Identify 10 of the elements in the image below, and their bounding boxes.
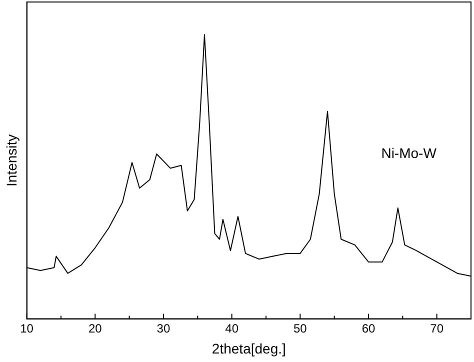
x-tick-label: 30 — [156, 321, 170, 336]
x-tick-label: 50 — [293, 321, 308, 336]
x-tick-label: 40 — [225, 321, 239, 336]
x-tick-label: 10 — [20, 321, 34, 336]
y-axis-title: Intensity — [3, 134, 20, 186]
annotation: Ni-Mo-W — [381, 144, 438, 161]
x-tick-label: 70 — [430, 321, 444, 336]
x-tick-label: 60 — [362, 321, 376, 336]
x-axis-title: 2theta[deg.] — [212, 340, 286, 356]
x-tick-label: 20 — [88, 321, 102, 336]
